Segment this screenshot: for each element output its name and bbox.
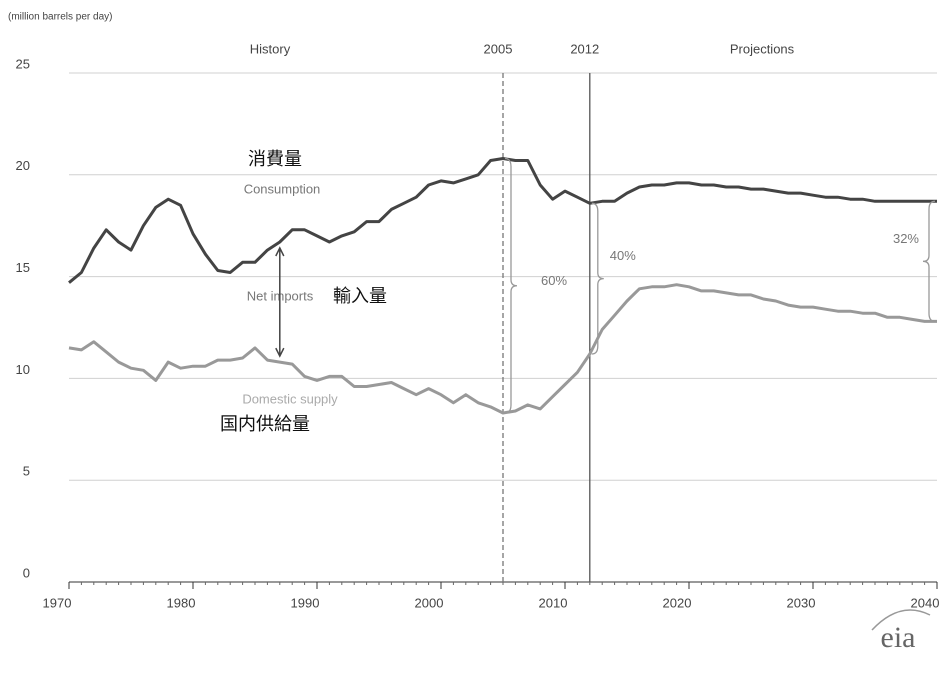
x-tick-label: 2040 [911,595,940,610]
consumption-ja: 消費量 [248,149,302,170]
units-label: (million barrels per day) [8,12,112,23]
logo: eia [881,621,916,654]
supply-label: Domestic supply [242,391,338,406]
y-tick-label: 5 [23,464,30,479]
x-tick-label: 1990 [291,595,320,610]
x-tick-label: 1980 [167,595,196,610]
share-label: 32% [893,231,919,246]
x-tick-label: 2020 [663,595,692,610]
supply-ja: 国内供給量 [220,414,310,435]
x-tick-label: 2030 [787,595,816,610]
net-imports-ja: 輸入量 [333,286,387,307]
share-brace [591,202,604,355]
x-tick-label: 2000 [415,595,444,610]
x-tick-label: 2010 [539,595,568,610]
y-tick-label: 0 [23,565,30,580]
net-imports-arrow [275,246,285,358]
logo-arc [871,609,931,631]
y-tick-label: 10 [16,362,30,377]
history-label: History [250,41,291,56]
y-tick-label: 25 [16,56,30,71]
consumption-label: Consumption [244,181,321,196]
series-line [68,157,937,284]
share-brace [922,200,936,323]
y-tick-label: 20 [16,158,30,173]
share-label: 40% [610,248,636,263]
y-tick-label: 15 [16,260,30,275]
series-line [68,283,937,415]
marker-label: 2005 [484,41,513,56]
projections-label: Projections [730,41,795,56]
marker-label: 2012 [570,41,599,56]
share-brace [504,157,518,414]
share-label: 60% [541,273,567,288]
x-tick-label: 1970 [43,595,72,610]
